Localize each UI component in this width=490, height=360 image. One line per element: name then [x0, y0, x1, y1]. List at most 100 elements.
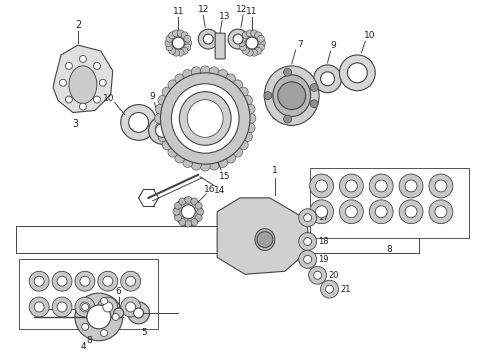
Circle shape	[148, 117, 176, 144]
Circle shape	[399, 200, 423, 224]
Circle shape	[82, 323, 89, 330]
Circle shape	[255, 48, 262, 54]
Circle shape	[310, 200, 334, 224]
FancyBboxPatch shape	[215, 33, 225, 59]
Circle shape	[203, 34, 213, 44]
Ellipse shape	[69, 66, 97, 104]
Circle shape	[103, 302, 113, 312]
Circle shape	[75, 293, 122, 341]
Circle shape	[245, 104, 255, 114]
Circle shape	[185, 40, 192, 46]
Circle shape	[197, 208, 204, 215]
Circle shape	[228, 29, 248, 49]
Text: 11: 11	[246, 7, 258, 16]
Circle shape	[29, 297, 49, 317]
Circle shape	[183, 158, 193, 167]
Circle shape	[169, 48, 175, 54]
Circle shape	[218, 158, 228, 167]
Circle shape	[340, 174, 363, 198]
Circle shape	[345, 180, 357, 192]
Circle shape	[112, 314, 119, 320]
Circle shape	[125, 276, 136, 286]
Circle shape	[52, 297, 72, 317]
Ellipse shape	[161, 73, 250, 164]
Circle shape	[200, 161, 210, 171]
Circle shape	[405, 180, 417, 192]
Circle shape	[169, 32, 175, 39]
Circle shape	[258, 40, 266, 46]
Text: 5: 5	[142, 328, 147, 337]
Circle shape	[94, 96, 100, 103]
Circle shape	[103, 276, 113, 286]
Circle shape	[316, 206, 327, 218]
Text: 8: 8	[386, 245, 392, 254]
Ellipse shape	[179, 92, 231, 145]
Circle shape	[60, 79, 67, 86]
Circle shape	[128, 302, 149, 324]
Circle shape	[34, 302, 44, 312]
Text: 7: 7	[297, 40, 302, 49]
Circle shape	[166, 44, 173, 51]
Circle shape	[320, 280, 339, 298]
Text: 9: 9	[149, 92, 155, 101]
Circle shape	[174, 202, 181, 209]
Text: 2: 2	[75, 20, 81, 30]
Circle shape	[172, 49, 180, 56]
Circle shape	[200, 66, 210, 76]
Circle shape	[375, 180, 387, 192]
Ellipse shape	[172, 84, 239, 153]
Circle shape	[158, 95, 168, 105]
Circle shape	[181, 48, 188, 54]
Circle shape	[34, 276, 44, 286]
Circle shape	[257, 35, 265, 42]
Circle shape	[284, 68, 292, 76]
Circle shape	[154, 113, 165, 123]
Circle shape	[99, 79, 106, 86]
Circle shape	[246, 113, 256, 123]
Text: 13: 13	[220, 12, 231, 21]
Circle shape	[310, 84, 318, 91]
Text: 10: 10	[103, 94, 115, 103]
Ellipse shape	[187, 100, 223, 137]
Circle shape	[209, 67, 219, 77]
Circle shape	[121, 297, 141, 317]
Circle shape	[185, 220, 192, 227]
Circle shape	[80, 276, 90, 286]
Circle shape	[75, 297, 95, 317]
Circle shape	[191, 198, 198, 205]
Circle shape	[165, 40, 172, 46]
Ellipse shape	[265, 66, 319, 125]
Text: 20: 20	[328, 271, 339, 280]
Text: 10: 10	[364, 31, 375, 40]
Circle shape	[239, 40, 245, 46]
Circle shape	[299, 209, 317, 227]
Circle shape	[162, 140, 172, 150]
Circle shape	[299, 233, 317, 251]
Circle shape	[158, 132, 168, 142]
Circle shape	[82, 303, 89, 310]
Circle shape	[435, 180, 447, 192]
Circle shape	[167, 31, 190, 55]
Circle shape	[184, 44, 191, 51]
Circle shape	[198, 29, 218, 49]
Circle shape	[243, 132, 252, 142]
Circle shape	[340, 55, 375, 91]
Circle shape	[278, 82, 306, 109]
Circle shape	[155, 123, 165, 133]
Polygon shape	[310, 168, 469, 238]
Circle shape	[174, 198, 202, 226]
Circle shape	[65, 96, 73, 103]
Circle shape	[125, 302, 136, 312]
Circle shape	[79, 55, 86, 62]
Circle shape	[233, 34, 243, 44]
Circle shape	[304, 238, 312, 246]
Circle shape	[175, 153, 185, 163]
Circle shape	[255, 32, 262, 39]
Circle shape	[177, 30, 184, 37]
Circle shape	[98, 297, 118, 317]
Text: 12: 12	[236, 5, 248, 14]
Circle shape	[246, 30, 253, 37]
Polygon shape	[53, 45, 113, 113]
Circle shape	[284, 115, 292, 123]
Text: 17: 17	[318, 213, 329, 222]
